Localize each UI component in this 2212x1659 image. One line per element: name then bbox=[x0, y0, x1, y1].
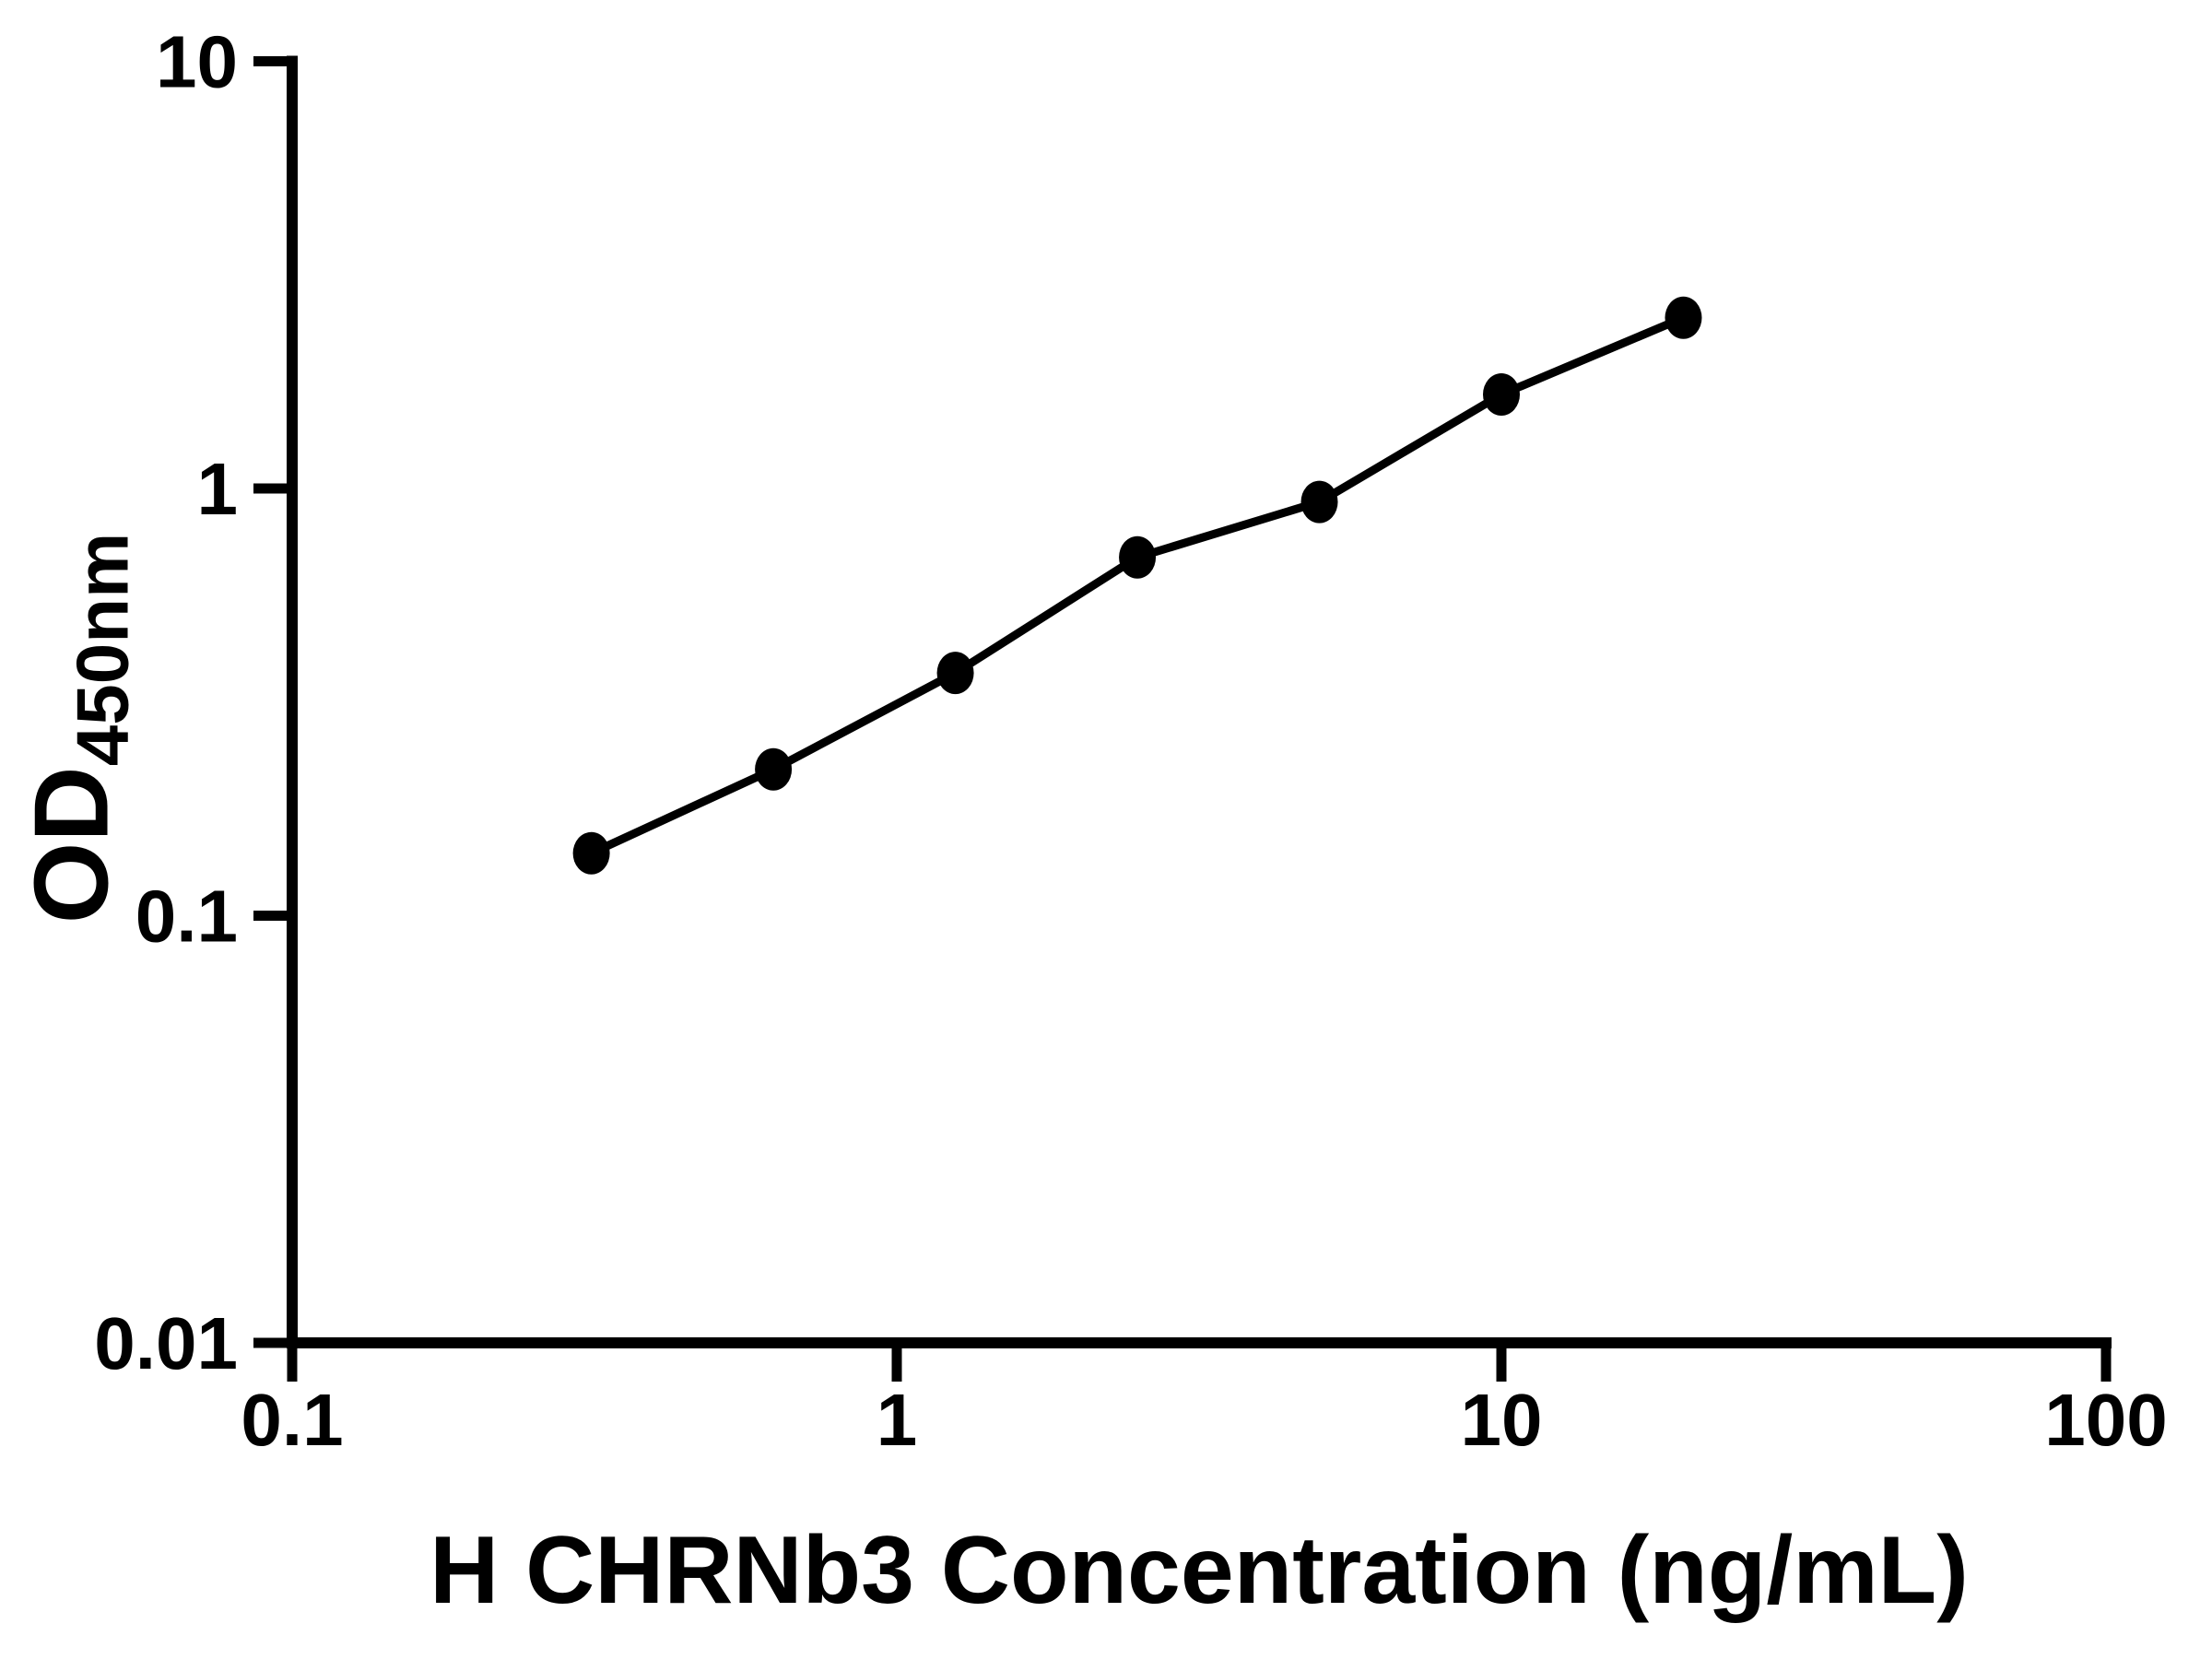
y-tick-label: 1 bbox=[197, 448, 239, 530]
y-axis-title-main: OD bbox=[13, 766, 131, 924]
y-tick-label: 0.1 bbox=[135, 876, 238, 958]
y-tick-label: 10 bbox=[156, 21, 238, 103]
x-tick-label: 1 bbox=[877, 1379, 918, 1461]
data-point bbox=[1483, 372, 1520, 416]
y-axis-title: OD450nm bbox=[12, 533, 144, 924]
x-tick-label: 10 bbox=[1461, 1379, 1543, 1461]
data-point bbox=[1300, 480, 1338, 524]
axis-spines bbox=[287, 55, 2112, 1348]
y-axis-title-subscript: 450nm bbox=[61, 532, 144, 767]
x-tick-label: 0.1 bbox=[241, 1379, 343, 1461]
data-point bbox=[936, 652, 974, 695]
data-point bbox=[755, 747, 793, 791]
y-tick-label: 0.01 bbox=[94, 1302, 238, 1384]
x-axis-title: H CHRNb3 Concentration (ng/mL) bbox=[429, 1517, 1969, 1624]
data-point bbox=[572, 831, 610, 875]
x-tick-label: 100 bbox=[2044, 1379, 2167, 1461]
standard-curve-line bbox=[589, 313, 1686, 857]
data-point bbox=[1119, 535, 1157, 579]
data-point bbox=[1665, 296, 1702, 339]
